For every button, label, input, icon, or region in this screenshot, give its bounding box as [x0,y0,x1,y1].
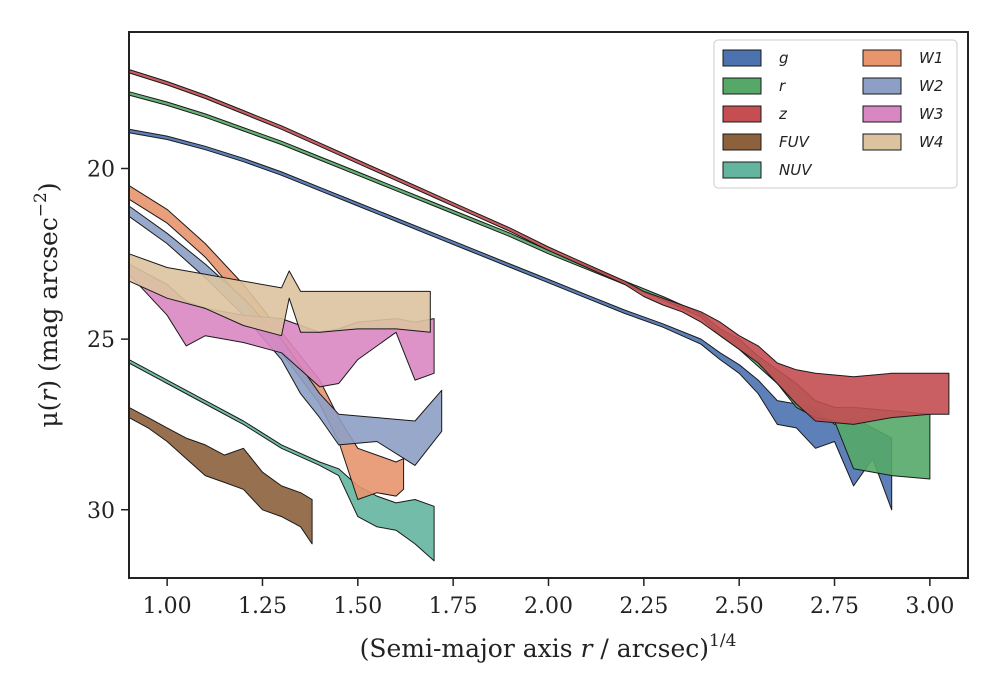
series-band-z [128,69,950,425]
y-axis-label: μ(r) (mag arcsec−2) [31,182,63,427]
y-tick-label: 25 [87,328,115,353]
series-band-r [128,91,931,480]
legend-frame [713,39,958,189]
x-tick-label: 2.50 [715,594,764,619]
legend-swatch-w2 [862,77,902,95]
legend: grz FUV NUV W1 W2 W3 W4 [713,39,958,189]
x-tick-label: 1.75 [429,594,478,619]
legend-swatch-w1 [862,49,902,67]
legend-swatch-z [722,105,762,123]
legend-label-fuv: FUV [779,133,811,151]
x-tick-label: 2.00 [524,594,573,619]
legend-label-w3: W3 [919,105,943,123]
x-tick-label: 2.25 [619,594,668,619]
series-band-nuv [128,359,435,562]
x-tick-label: 3.00 [905,594,954,619]
series-band-fuv [128,406,313,545]
legend-label-w4: W4 [919,133,943,151]
legend-swatch-w3 [862,105,902,123]
legend-swatch-fuv [722,133,762,151]
x-axis: 1.00 1.25 1.50 1.75 2.00 2.25 2.50 2.75 3.00 [143,578,954,619]
legend-label-w1: W1 [919,49,943,67]
y-tick-label: 30 [87,499,115,524]
legend-swatch-w4 [862,133,902,151]
y-axis: 20 25 30 [87,158,129,524]
series-band-w4 [128,253,431,337]
x-tick-label: 1.00 [143,594,192,619]
x-tick-label: 2.75 [810,594,859,619]
legend-label-g: g [779,49,789,67]
y-tick-label: 20 [87,158,115,183]
legend-label-w2: W2 [919,77,943,95]
legend-swatch-g [722,49,762,67]
series-layer [128,69,950,562]
x-axis-label: (Semi-major axis r / arcsec)1/4 [360,631,737,663]
x-tick-label: 1.50 [333,594,382,619]
legend-swatch-nuv [722,161,762,179]
legend-label-nuv: NUV [779,161,813,179]
legend-label-r: r [779,77,786,95]
series-band-g [128,128,893,511]
legend-label-z: z [778,105,788,123]
x-tick-label: 1.25 [238,594,287,619]
legend-swatch-r [722,77,762,95]
